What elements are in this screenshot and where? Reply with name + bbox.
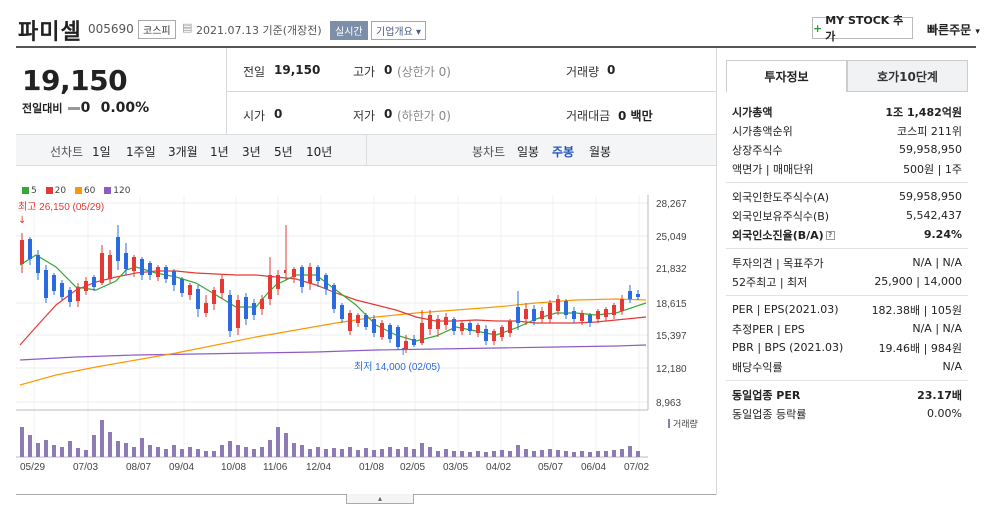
upper-limit: (상한가 0) [397, 65, 451, 79]
period-1w[interactable]: 1주일 [126, 145, 156, 159]
chart-legend: 5 20 60 120 [22, 186, 130, 196]
x-tick: 03/05 [443, 462, 468, 473]
volume-value: 0 [607, 63, 616, 77]
info-row: 외국인한도주식수(A) 59,958,950 [732, 190, 962, 204]
candle-weekly[interactable]: 주봉 [552, 145, 575, 159]
x-tick: 05/29 [20, 462, 45, 473]
legend-item-5: 5 [22, 186, 37, 196]
x-tick: 07/03 [73, 462, 98, 473]
low-label: 저가 [353, 109, 376, 123]
current-price: 19,150 [22, 64, 128, 97]
candle-chart-label: 봉차트 [472, 145, 506, 159]
period-3m[interactable]: 3개월 [168, 145, 198, 159]
y-tick: 12,180 [656, 364, 687, 375]
x-tick: 06/04 [581, 462, 606, 473]
high-label: 고가 [353, 65, 376, 79]
x-tick: 02/05 [400, 462, 425, 473]
prev-close-label: 전일 [243, 65, 266, 79]
y-tick: 25,049 [656, 232, 687, 243]
x-tick: 10/08 [221, 462, 246, 473]
info-row: 액면가 | 매매단위 500원 | 1주 [732, 162, 962, 176]
prev-close-value: 19,150 [274, 63, 321, 77]
x-tick: 01/08 [359, 462, 384, 473]
stock-name: 파미셀 [18, 20, 82, 45]
chevron-down-icon: ▾ [975, 27, 980, 37]
up-arrow-icon: ↑ [399, 347, 407, 358]
info-row: 투자의견 | 목표주가 N/A | N/A [732, 256, 962, 270]
x-tick: 07/02 [624, 462, 649, 473]
legend-item-120: 120 [104, 186, 130, 196]
quote-date: 2021.07.13 기준(개장전) [196, 24, 322, 37]
period-1y[interactable]: 1년 [210, 145, 229, 159]
line-chart-label: 선차트 [50, 145, 84, 159]
x-tick: 09/04 [169, 462, 194, 473]
caret-up-icon: ▴ [377, 494, 382, 503]
period-5y[interactable]: 5년 [274, 145, 293, 159]
candle-daily[interactable]: 일봉 [517, 145, 540, 159]
chart-period-bar: 선차트 1일 1주일 3개월 1년 3년 5년 10년 봉차트 일봉 주봉 월봉 [16, 134, 716, 166]
candles [20, 225, 640, 353]
info-row: 시가총액순위 코스피 211위 [732, 124, 962, 138]
x-tick: 11/06 [263, 462, 288, 473]
company-overview-button[interactable]: 기업개요 ▾ [371, 21, 427, 40]
mystock-add-button[interactable]: + MY STOCK 추가 [812, 14, 913, 43]
x-tick: 04/02 [486, 462, 511, 473]
info-row: PER | EPS(2021.03) 182.38배 | 105원 [732, 303, 962, 317]
info-row: 배당수익률 N/A [732, 360, 962, 374]
lower-limit: (하한가 0) [397, 109, 451, 123]
period-3y[interactable]: 3년 [242, 145, 261, 159]
info-row: 상장주식수 59,958,950 [732, 143, 962, 157]
open-label: 시가 [243, 109, 266, 123]
info-icon[interactable]: ? [825, 231, 835, 240]
high-value: 0 [384, 63, 393, 77]
price-chart: 최고 26,150 (05/29) ↓ ↑ 최저 14,000 (02/05) … [16, 195, 698, 473]
info-row: 외국인소진율(B/A)? 9.24% [732, 228, 962, 242]
investment-info-panel: 투자정보 호가10단계 시가총액 1조 1,482억원 시가총액순위 코스피 211… [726, 60, 968, 423]
info-row: 추정PER | EPS N/A | N/A [732, 322, 962, 336]
tab-orderbook-10[interactable]: 호가10단계 [847, 60, 968, 92]
x-tick: 05/07 [538, 462, 563, 473]
low-annotation: 최저 14,000 (02/05) [354, 361, 440, 373]
flat-icon [67, 107, 80, 110]
y-tick: 21,832 [656, 264, 687, 275]
amount-label: 거래대금 [566, 109, 611, 123]
volume-label: 거래량 [673, 418, 698, 429]
down-arrow-icon: ↓ [18, 215, 26, 226]
low-value: 0 [384, 107, 393, 121]
info-row: 동일업종 등락률 0.00% [732, 407, 962, 421]
legend-item-20: 20 [45, 186, 66, 196]
x-tick: 08/07 [126, 462, 151, 473]
plus-icon: + [813, 21, 823, 35]
y-tick: 15,397 [656, 331, 687, 342]
caret-down-icon: ▾ [416, 27, 422, 38]
live-badge[interactable]: 실시간 [330, 21, 368, 40]
stock-code: 005690 [88, 22, 134, 36]
open-value: 0 [274, 107, 283, 121]
info-row: 동일업종 PER 23.17배 [732, 388, 962, 402]
quick-order-link[interactable]: 빠른주문 ▾ [927, 23, 980, 37]
y-tick: 8,963 [656, 398, 681, 409]
legend-item-60: 60 [74, 186, 95, 196]
info-row: 시가총액 1조 1,482억원 [732, 105, 962, 119]
period-1d[interactable]: 1일 [92, 145, 111, 159]
market-tag: 코스피 [138, 20, 176, 39]
tab-investment-info[interactable]: 투자정보 [726, 60, 847, 92]
volume-label: 거래량 [566, 65, 600, 79]
x-tick: 12/04 [306, 462, 331, 473]
y-tick: 18,615 [656, 299, 687, 310]
info-row: PBR | BPS (2021.03) 19.46배 | 984원 [732, 341, 962, 355]
calendar-icon: ▤ [182, 21, 193, 34]
period-10y[interactable]: 10년 [306, 145, 333, 159]
high-annotation: 최고 26,150 (05/29) [18, 201, 104, 213]
candle-monthly[interactable]: 월봉 [589, 145, 612, 159]
change-row: 전일대비 0 0.00% [22, 100, 150, 116]
expand-chart-toggle[interactable]: ▴ [346, 494, 414, 504]
info-row: 외국인보유주식수(B) 5,542,437 [732, 209, 962, 223]
info-row: 52주최고 | 최저 25,900 | 14,000 [732, 275, 962, 289]
y-tick: 28,267 [656, 199, 687, 210]
amount-value: 0 백만 [618, 109, 653, 123]
